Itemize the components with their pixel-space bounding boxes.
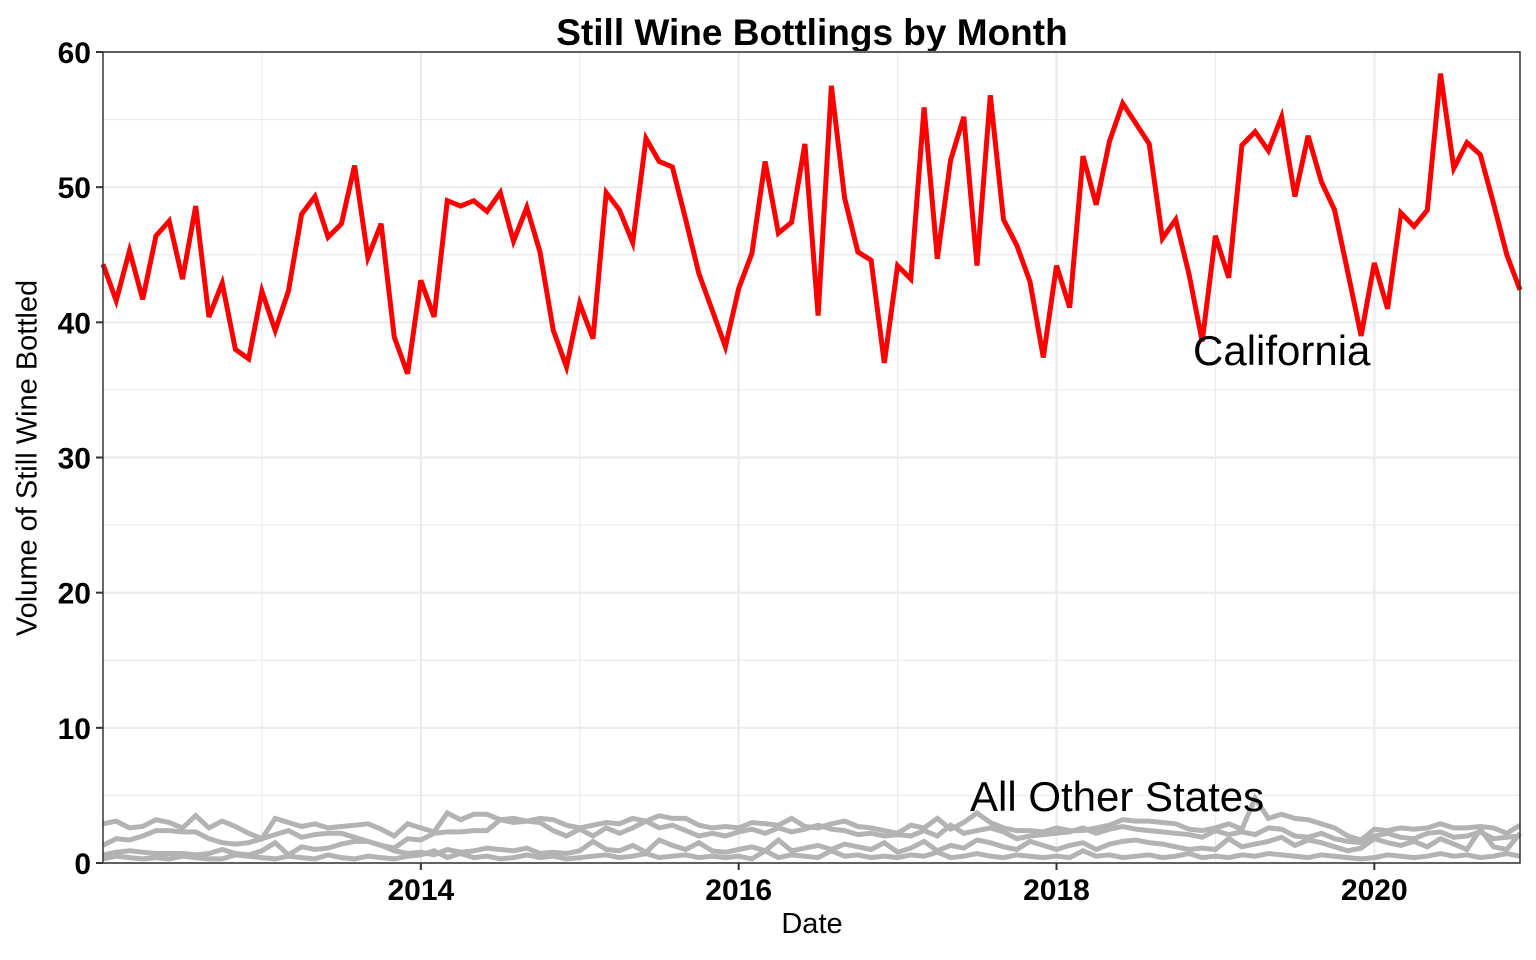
x-tick-label: 2014 (387, 874, 454, 907)
series-line (102, 824, 1522, 859)
y-tick-label: 60 (58, 37, 91, 70)
x-tick-label: 2018 (1023, 874, 1090, 907)
x-axis-label: Date (781, 908, 843, 940)
x-tick-label: 2020 (1341, 874, 1408, 907)
y-tick-label: 40 (58, 307, 91, 340)
y-tick-label: 30 (58, 443, 91, 476)
series-line (101, 817, 1521, 851)
y-axis-ticks: 0 10 20 30 40 50 60 (58, 37, 103, 881)
series-line (100, 73, 1523, 377)
x-tick-label: 2016 (705, 874, 772, 907)
y-tick-label: 0 (74, 848, 91, 881)
y-tick-label: 50 (58, 172, 91, 205)
y-tick-label: 10 (58, 713, 91, 746)
series-line (102, 847, 1521, 862)
grid-lines (103, 50, 1520, 865)
other-states-series (101, 792, 1522, 862)
x-axis-ticks: 2014 2016 2018 2020 (387, 863, 1408, 907)
y-tick-label: 20 (58, 578, 91, 611)
california-series (100, 73, 1523, 377)
other-states-annotation: All Other States (970, 773, 1264, 820)
chart-title: Still Wine Bottlings by Month (556, 12, 1068, 53)
california-annotation: California (1193, 327, 1371, 374)
